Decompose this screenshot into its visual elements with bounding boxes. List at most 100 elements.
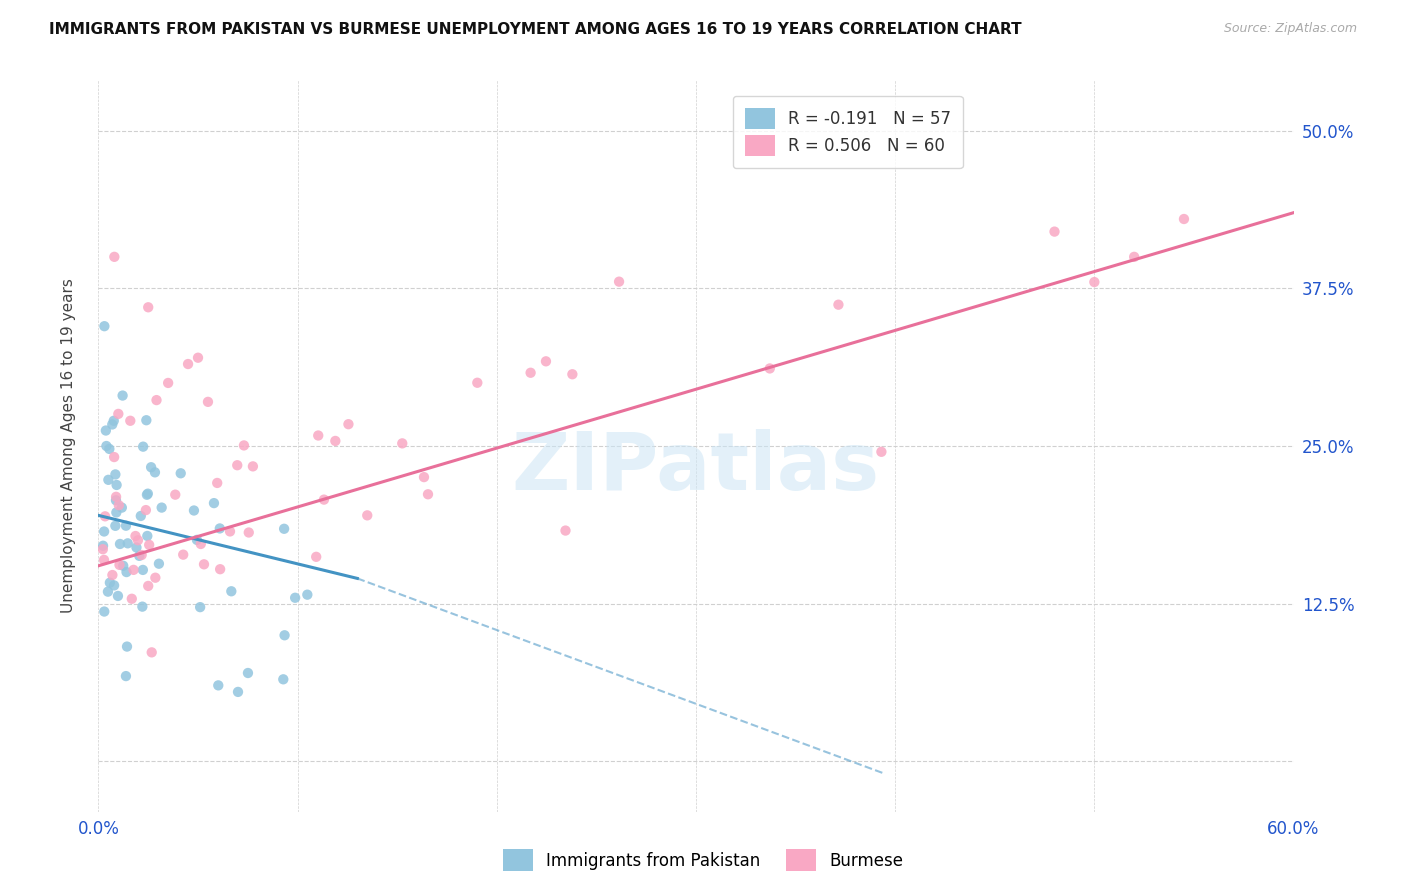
Point — [242, 459, 264, 474]
Point — [297, 588, 319, 602]
Point — [205, 475, 228, 490]
Point — [139, 460, 162, 475]
Point — [519, 366, 541, 380]
Point — [177, 357, 200, 371]
Point — [136, 486, 159, 500]
Point — [197, 395, 219, 409]
Point — [416, 487, 439, 501]
Point — [121, 591, 143, 606]
Point — [391, 436, 413, 450]
Point — [107, 407, 129, 421]
Point — [135, 413, 157, 427]
Point — [93, 319, 115, 334]
Point — [307, 428, 329, 442]
Point — [104, 467, 127, 482]
Point — [115, 565, 138, 579]
Point — [112, 558, 135, 573]
Legend: Immigrants from Pakistan, Burmese: Immigrants from Pakistan, Burmese — [495, 841, 911, 880]
Point — [101, 568, 124, 582]
Point — [190, 537, 212, 551]
Point — [129, 508, 152, 523]
Point — [104, 493, 127, 508]
Point — [148, 557, 170, 571]
Point — [413, 470, 436, 484]
Point — [141, 645, 163, 659]
Point — [120, 414, 142, 428]
Point — [101, 417, 124, 432]
Point — [170, 467, 193, 481]
Point — [312, 492, 335, 507]
Point — [131, 548, 153, 562]
Point — [132, 563, 155, 577]
Point — [221, 584, 243, 599]
Point — [827, 298, 849, 312]
Point — [554, 524, 576, 538]
Point — [465, 376, 488, 390]
Point — [104, 518, 127, 533]
Point — [108, 537, 131, 551]
Point — [115, 669, 138, 683]
Point — [136, 529, 159, 543]
Point — [115, 640, 138, 654]
Point — [219, 524, 242, 539]
Point — [124, 529, 146, 543]
Point — [111, 500, 134, 515]
Text: IMMIGRANTS FROM PAKISTAN VS BURMESE UNEMPLOYMENT AMONG AGES 16 TO 19 YEARS CORRE: IMMIGRANTS FROM PAKISTAN VS BURMESE UNEM… — [49, 22, 1022, 37]
Point — [273, 628, 295, 642]
Point — [172, 548, 194, 562]
Point — [273, 522, 295, 536]
Point — [157, 376, 180, 390]
Point — [209, 562, 232, 576]
Point — [207, 678, 229, 692]
Point — [98, 575, 121, 590]
Point — [131, 599, 153, 614]
Point — [128, 549, 150, 563]
Point — [103, 250, 125, 264]
Point — [98, 442, 121, 456]
Point — [325, 434, 347, 448]
Text: ZIPatlas: ZIPatlas — [512, 429, 880, 507]
Point — [94, 509, 117, 524]
Point — [96, 439, 118, 453]
Point — [165, 488, 187, 502]
Point — [150, 500, 173, 515]
Point — [103, 450, 125, 464]
Point — [107, 589, 129, 603]
Point — [111, 388, 134, 402]
Point — [870, 445, 893, 459]
Point — [93, 605, 115, 619]
Point — [759, 361, 782, 376]
Point — [94, 424, 117, 438]
Point — [208, 521, 231, 535]
Point — [236, 665, 259, 680]
Point — [561, 368, 583, 382]
Point — [1173, 212, 1195, 227]
Point — [103, 414, 125, 428]
Point — [183, 503, 205, 517]
Point — [136, 488, 159, 502]
Y-axis label: Unemployment Among Ages 16 to 19 years: Unemployment Among Ages 16 to 19 years — [62, 278, 76, 614]
Point — [193, 558, 215, 572]
Point — [105, 490, 128, 504]
Point — [136, 579, 159, 593]
Point — [135, 503, 157, 517]
Point — [226, 685, 249, 699]
Point — [145, 393, 167, 408]
Point — [534, 354, 557, 368]
Point — [607, 275, 630, 289]
Point — [143, 466, 166, 480]
Point — [91, 542, 114, 557]
Point — [233, 438, 256, 452]
Point — [143, 571, 166, 585]
Point — [108, 498, 131, 512]
Point — [1083, 275, 1105, 289]
Point — [238, 525, 260, 540]
Point — [284, 591, 307, 605]
Point — [103, 578, 125, 592]
Point — [91, 539, 114, 553]
Point — [93, 524, 115, 539]
Point — [271, 673, 294, 687]
Point — [138, 538, 160, 552]
Point — [108, 558, 131, 572]
Point — [202, 496, 225, 510]
